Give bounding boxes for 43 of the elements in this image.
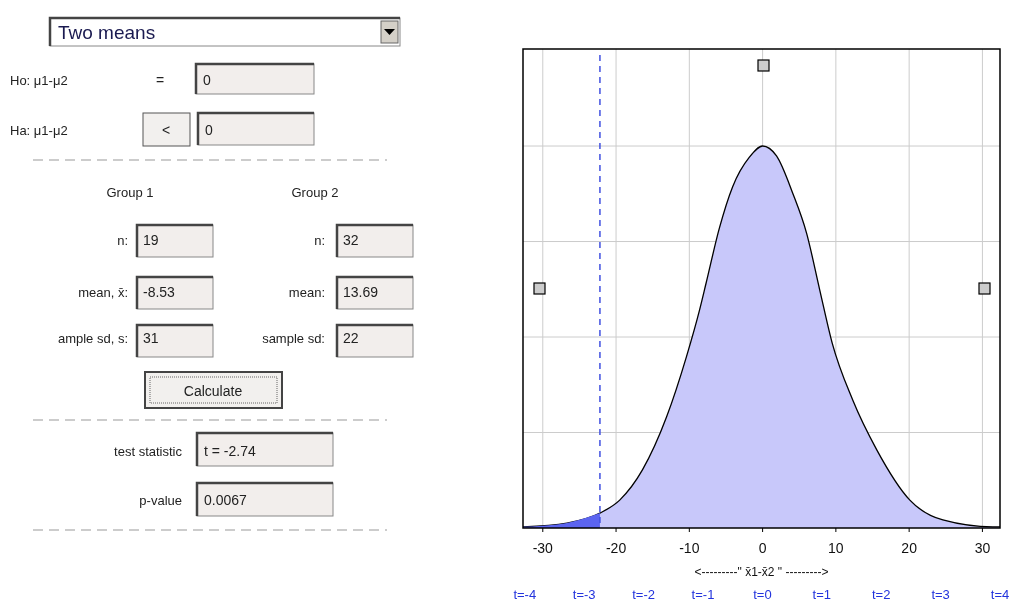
text: 32	[343, 232, 359, 248]
text: 19	[143, 232, 159, 248]
text: =	[155, 72, 165, 88]
x2-tick-label: t=1	[812, 587, 832, 602]
text: 0	[203, 72, 211, 88]
text: Calculate	[183, 383, 243, 399]
text: 31	[143, 330, 159, 346]
x-tick-label: -10	[679, 540, 700, 556]
text: 22	[343, 330, 359, 346]
text: -8.53	[143, 284, 176, 300]
text: mean, x̄:	[78, 285, 128, 300]
x-axis-title: <---------" x̄1-x̄2 " --------->	[694, 565, 829, 579]
text: n:	[314, 233, 325, 248]
text: Group 2	[291, 185, 339, 200]
x2-tick-label: t=3	[931, 587, 950, 602]
text: Two means	[58, 22, 156, 43]
x-tick-label: -30	[532, 540, 554, 556]
text: n:	[117, 233, 128, 248]
x-tick-label: 30	[974, 540, 991, 556]
x-tick-label: 10	[828, 540, 844, 556]
x2-tick-label: t=-2	[632, 587, 655, 602]
text: ample sd, s:	[57, 331, 128, 346]
text: Ho: μ1-μ2	[10, 73, 68, 88]
x2-tick-label: t=-1	[691, 587, 715, 602]
text: <	[161, 122, 171, 138]
text: test statistic	[114, 444, 183, 459]
x-tick-label: 20	[901, 540, 918, 556]
text: sample sd:	[262, 331, 325, 346]
text: mean:	[288, 285, 325, 300]
x-tick-label: -20	[605, 540, 627, 556]
x2-tick-label: t=2	[871, 587, 891, 602]
x2-tick-label: t=0	[753, 587, 772, 602]
text: Group 1	[106, 185, 154, 200]
x-tick-label: 0	[758, 540, 767, 556]
text: Ha: μ1-μ2	[10, 123, 68, 138]
text: t = -2.74	[204, 443, 256, 459]
x2-tick-label: t=-4	[513, 587, 537, 602]
x2-tick-label: t=-3	[572, 587, 596, 602]
text: 0.0067	[204, 492, 248, 508]
text: 0	[205, 122, 213, 138]
text: p-value	[139, 493, 182, 508]
x2-tick-label: t=4	[990, 587, 1010, 602]
text: 13.69	[343, 284, 379, 300]
